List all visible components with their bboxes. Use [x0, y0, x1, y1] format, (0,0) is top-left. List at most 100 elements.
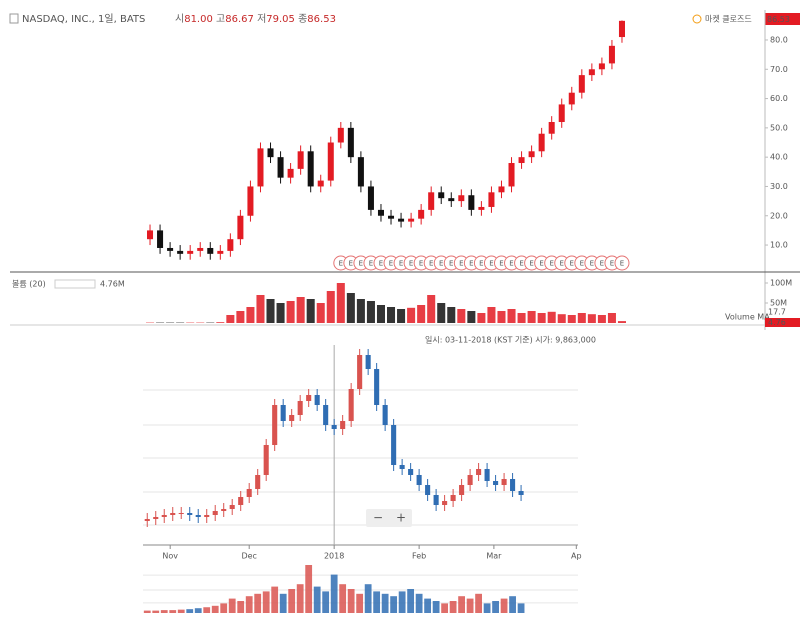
candle-body [408, 469, 414, 475]
volume-bar [577, 313, 586, 323]
volume-bar [487, 307, 496, 323]
candle-body [508, 163, 515, 187]
volume-bar [477, 313, 486, 323]
ohlc-legend: 시81.00 고86.67 저79.05 종86.53 [175, 13, 336, 25]
candle-body [280, 405, 286, 421]
volume-bar [186, 609, 194, 613]
volume-bar [507, 309, 516, 323]
volume-bar [517, 313, 526, 323]
candle-body [323, 405, 329, 425]
volume-bar [306, 299, 315, 323]
earnings-label: E [499, 260, 503, 268]
candle-body [144, 519, 150, 521]
x-tick-label: Dec [241, 552, 256, 561]
volume-bar [617, 321, 626, 323]
candle-body [365, 355, 371, 369]
volume-bar [152, 610, 160, 613]
candle-body [428, 192, 435, 210]
volume-bar [220, 603, 228, 613]
volume-bar [254, 593, 262, 613]
volume-bar [398, 591, 406, 613]
candle-body [167, 247, 174, 251]
earnings-label: E [399, 260, 403, 268]
volume-bar [457, 309, 466, 323]
volume-bar [226, 315, 235, 323]
volume-bar [322, 591, 330, 613]
status-icon [692, 14, 702, 24]
earnings-label: E [469, 260, 473, 268]
candle-body [391, 425, 397, 465]
volume-bar [557, 314, 566, 323]
volume-bar [203, 607, 211, 613]
y-tick-label: 100M [770, 279, 792, 288]
earnings-marker[interactable] [614, 255, 630, 271]
candle-body [558, 104, 565, 123]
zoom-out-button[interactable]: − [373, 511, 383, 525]
candle-body [229, 505, 235, 509]
candle-body [197, 247, 204, 251]
volume-last-value: 4.76 [768, 318, 786, 327]
volume-bar [236, 311, 245, 323]
ohlc-name: 고 [216, 14, 225, 25]
candle-body [147, 230, 154, 240]
volume-bar [245, 596, 253, 613]
candle-body [289, 415, 295, 421]
earnings-label: E [580, 260, 584, 268]
candle-body [478, 206, 485, 210]
earnings-label: E [539, 260, 543, 268]
symbol-title: NASDAQ, INC., 1일, BATS [22, 13, 145, 25]
x-tick-label: Nov [162, 552, 178, 561]
earnings-label: E [439, 260, 443, 268]
volume-bar [211, 605, 219, 613]
volume-bar [279, 593, 287, 613]
earnings-label: E [379, 260, 383, 268]
candle-body [498, 186, 505, 193]
earnings-label: E [349, 260, 353, 268]
volume-bar [160, 610, 168, 613]
candle-body [314, 395, 320, 405]
volume-bar [194, 608, 202, 613]
candle-body [493, 481, 499, 485]
candle-body [501, 479, 507, 485]
volume-title: 볼륨 (20) [12, 279, 46, 289]
candle-body [598, 63, 605, 70]
earnings-label: E [519, 260, 523, 268]
volume-bar [497, 311, 506, 323]
volume-bar [537, 313, 546, 323]
candle-body [331, 425, 337, 429]
candle-body [448, 198, 455, 202]
earnings-label: E [389, 260, 393, 268]
candle-body [548, 122, 555, 134]
y-tick-label: 30.0 [770, 182, 788, 191]
volume-bar [177, 609, 185, 613]
candle-body [195, 515, 201, 517]
earnings-label: E [610, 260, 614, 268]
volume-bar [262, 591, 270, 613]
y-tick-label: 40.0 [770, 153, 788, 162]
candle-body [237, 215, 244, 240]
volume-bar [390, 596, 398, 613]
candle-body [267, 148, 274, 158]
volume-ma-value: 17.7 [768, 308, 786, 317]
earnings-label: E [560, 260, 564, 268]
candle-body [187, 513, 193, 515]
candle-body [227, 239, 234, 251]
candle-body [272, 405, 278, 445]
last-price-label: 86.53 [767, 15, 790, 24]
volume-bar [296, 584, 304, 613]
x-tick-label: Ap [571, 552, 582, 561]
candle-body [538, 133, 545, 152]
candle-body [438, 192, 445, 199]
candle-body [170, 513, 176, 515]
candle-body [317, 180, 324, 187]
y-tick-label: 10.0 [770, 241, 788, 250]
candle-body [306, 395, 312, 401]
candle-body [450, 495, 456, 501]
candle-body [416, 475, 422, 485]
candle-body [578, 75, 585, 93]
x-tick-label: 2018 [324, 552, 344, 561]
zoom-in-button[interactable]: + [396, 511, 406, 525]
y-tick-label: 20.0 [770, 211, 788, 220]
earnings-label: E [549, 260, 553, 268]
volume-bar [387, 307, 396, 323]
